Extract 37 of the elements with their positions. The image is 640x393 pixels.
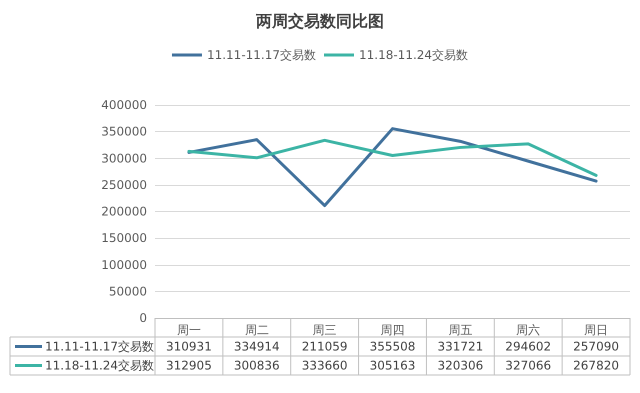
y-tick-label: 0 [139,311,147,325]
x-tick-label: 周日 [584,323,608,337]
x-tick-label: 周五 [448,323,472,337]
data-label: 312905 [166,358,212,372]
y-tick-label: 400000 [101,98,147,112]
y-tick-label: 100000 [101,258,147,272]
chart-title: 两周交易数同比图 [255,12,384,30]
data-label: 334914 [234,340,280,354]
y-tick-label: 200000 [101,204,147,218]
line-series [187,127,598,208]
data-label: 257090 [573,340,619,354]
text: 11.11-11.17交易数 [45,340,154,354]
y-tick-label: 150000 [101,231,147,246]
data-label: 267820 [573,358,619,372]
y-tick-label: 300000 [101,151,147,166]
x-tick-label: 周二 [244,323,269,337]
data-label: 355508 [370,340,416,354]
data-label: 320306 [437,358,484,372]
data-label: 300836 [234,358,280,372]
legend-label: 11.18-11.24交易数 [359,48,468,62]
data-label: 327066 [505,358,552,372]
data-label: 211059 [302,340,348,354]
x-tick-label: 周六 [516,323,540,337]
legend-label: 11.11-11.17交易数 [206,48,316,62]
data-label: 331721 [437,340,484,354]
text: 11.18-11.24交易数 [45,358,154,372]
x-tick-label: 周三 [312,323,337,337]
data-label: 305163 [370,358,416,372]
y-tick-label: 50000 [108,284,147,298]
line-series [187,138,598,177]
x-tick-label: 周四 [380,323,404,337]
data-label: 333660 [302,358,348,372]
data-label: 294602 [505,340,552,354]
data-label: 310931 [166,340,212,354]
x-tick-label: 周一 [176,323,201,337]
y-tick-label: 250000 [101,178,147,192]
y-tick-label: 350000 [101,124,147,139]
